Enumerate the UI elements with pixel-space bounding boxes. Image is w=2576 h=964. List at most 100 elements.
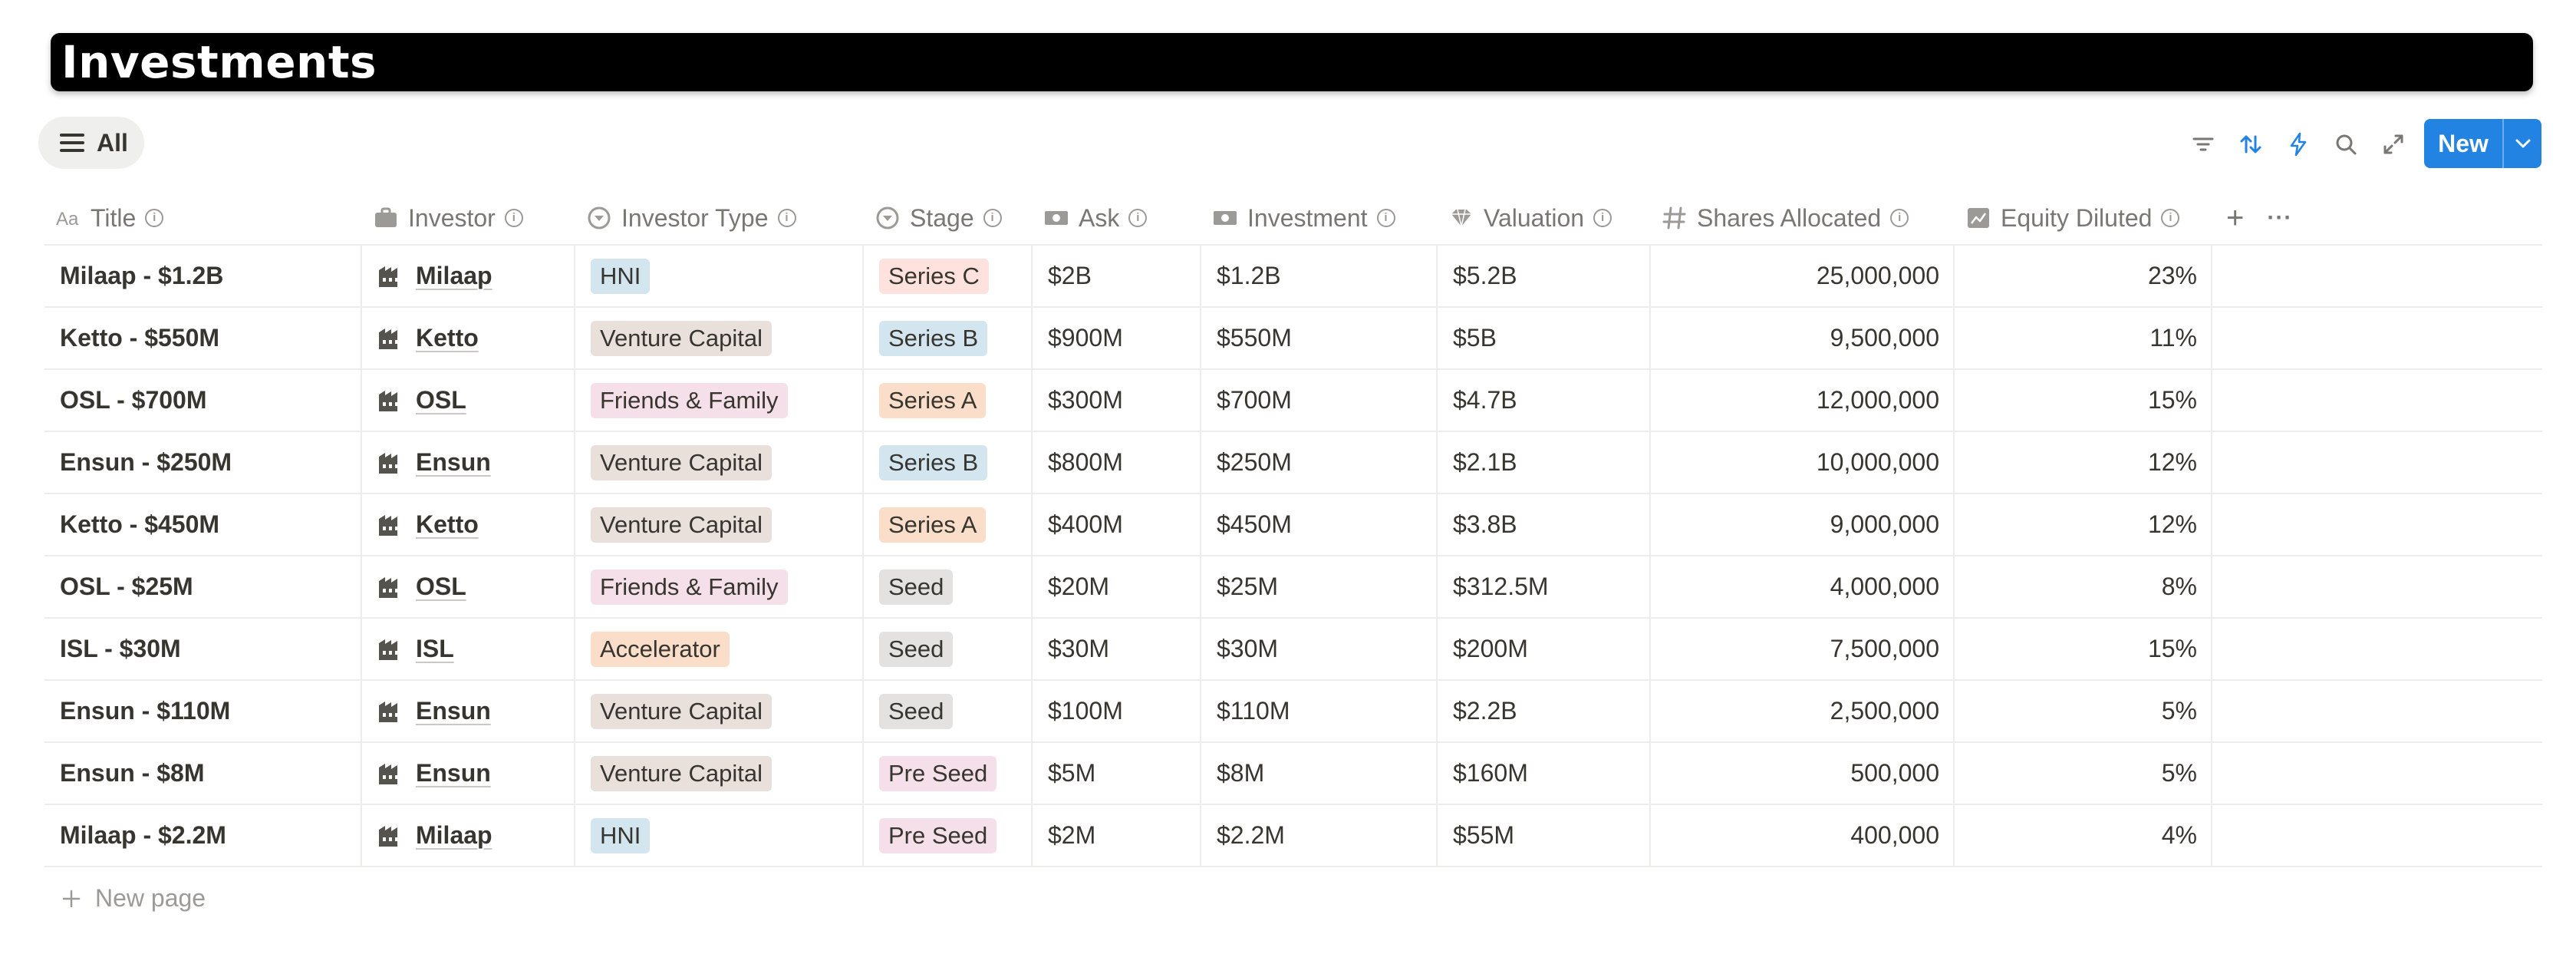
cell-ask[interactable]: $2B <box>1033 246 1201 306</box>
cell-title[interactable]: ISL - $30M <box>44 619 362 679</box>
cell-investor-type[interactable]: Friends & Family <box>575 370 864 431</box>
cell-investor[interactable]: Milaap <box>362 246 575 306</box>
info-icon[interactable]: i <box>504 209 523 227</box>
table-row[interactable]: Milaap - $1.2B Milaap HNI Series C $2B $1.2B $… <box>44 246 2542 308</box>
col-header-ask[interactable]: Ask i <box>1033 190 1201 246</box>
cell-investor[interactable]: ISL <box>362 619 575 679</box>
cell-ask[interactable]: $30M <box>1033 619 1201 679</box>
cell-valuation[interactable]: $160M <box>1438 743 1651 804</box>
cell-ask[interactable]: $800M <box>1033 432 1201 493</box>
cell-stage[interactable]: Seed <box>864 681 1033 741</box>
cell-investment[interactable]: $8M <box>1201 743 1438 804</box>
investor-link[interactable]: Ensun <box>416 448 491 476</box>
chevron-down-icon[interactable] <box>2504 119 2541 168</box>
cell-investor-type[interactable]: Accelerator <box>575 619 864 679</box>
table-row[interactable]: OSL - $25M OSL Friends & Family Seed $20M $25… <box>44 556 2542 619</box>
cell-investor-type[interactable]: Venture Capital <box>575 308 864 368</box>
cell-title[interactable]: OSL - $700M <box>44 370 362 431</box>
cell-investor-type[interactable]: HNI <box>575 246 864 306</box>
cell-investment[interactable]: $550M <box>1201 308 1438 368</box>
cell-stage[interactable]: Series B <box>864 308 1033 368</box>
cell-investor-type[interactable]: Friends & Family <box>575 556 864 617</box>
table-row[interactable]: Ensun - $8M Ensun Venture Capital Pre Seed $… <box>44 743 2542 805</box>
more-options-icon[interactable]: ··· <box>2267 205 2293 230</box>
cell-shares[interactable]: 10,000,000 <box>1651 432 1955 493</box>
info-icon[interactable]: i <box>1890 209 1909 227</box>
cell-title[interactable]: Ensun - $8M <box>44 743 362 804</box>
cell-shares[interactable]: 2,500,000 <box>1651 681 1955 741</box>
col-header-valuation[interactable]: Valuation i <box>1438 190 1651 246</box>
cell-shares[interactable]: 9,000,000 <box>1651 494 1955 555</box>
cell-investor-type[interactable]: HNI <box>575 805 864 866</box>
cell-equity[interactable]: 12% <box>1955 432 2212 493</box>
cell-investment[interactable]: $2.2M <box>1201 805 1438 866</box>
cell-investor-type[interactable]: Venture Capital <box>575 743 864 804</box>
investor-link[interactable]: Milaap <box>416 262 492 289</box>
cell-investor[interactable]: Ensun <box>362 432 575 493</box>
filter-icon[interactable] <box>2182 120 2225 169</box>
info-icon[interactable]: i <box>983 209 1002 227</box>
table-row[interactable]: Ketto - $450M Ketto Venture Capital Series … <box>44 494 2542 556</box>
cell-valuation[interactable]: $5.2B <box>1438 246 1651 306</box>
cell-equity[interactable]: 8% <box>1955 556 2212 617</box>
investor-link[interactable]: Ketto <box>416 324 479 352</box>
col-header-investment[interactable]: Investment i <box>1201 190 1438 246</box>
cell-valuation[interactable]: $2.2B <box>1438 681 1651 741</box>
info-icon[interactable]: i <box>777 209 796 227</box>
cell-equity[interactable]: 12% <box>1955 494 2212 555</box>
col-header-investor[interactable]: Investor i <box>362 190 575 246</box>
cell-equity[interactable]: 23% <box>1955 246 2212 306</box>
cell-valuation[interactable]: $200M <box>1438 619 1651 679</box>
cell-title[interactable]: Milaap - $1.2B <box>44 246 362 306</box>
cell-investor[interactable]: OSL <box>362 556 575 617</box>
investor-link[interactable]: ISL <box>416 635 454 662</box>
cell-shares[interactable]: 500,000 <box>1651 743 1955 804</box>
cell-title[interactable]: Ensun - $250M <box>44 432 362 493</box>
cell-equity[interactable]: 15% <box>1955 370 2212 431</box>
cell-stage[interactable]: Series A <box>864 370 1033 431</box>
cell-valuation[interactable]: $312.5M <box>1438 556 1651 617</box>
automation-icon[interactable] <box>2277 120 2320 169</box>
cell-equity[interactable]: 4% <box>1955 805 2212 866</box>
cell-ask[interactable]: $300M <box>1033 370 1201 431</box>
cell-investor[interactable]: OSL <box>362 370 575 431</box>
cell-investment[interactable]: $25M <box>1201 556 1438 617</box>
table-row[interactable]: ISL - $30M ISL Accelerator Seed $30M $30M $200… <box>44 619 2542 681</box>
cell-ask[interactable]: $100M <box>1033 681 1201 741</box>
cell-equity[interactable]: 11% <box>1955 308 2212 368</box>
table-row[interactable]: Milaap - $2.2M Milaap HNI Pre Seed $2M $2.2M $… <box>44 805 2542 867</box>
cell-shares[interactable]: 4,000,000 <box>1651 556 1955 617</box>
info-icon[interactable]: i <box>1376 209 1395 227</box>
cell-title[interactable]: Milaap - $2.2M <box>44 805 362 866</box>
cell-investment[interactable]: $110M <box>1201 681 1438 741</box>
search-icon[interactable] <box>2324 120 2367 169</box>
cell-investor-type[interactable]: Venture Capital <box>575 681 864 741</box>
cell-equity[interactable]: 5% <box>1955 681 2212 741</box>
sort-icon[interactable] <box>2229 120 2272 169</box>
new-page-button[interactable]: New page <box>61 884 206 913</box>
view-tab-all[interactable]: All <box>38 117 144 169</box>
cell-shares[interactable]: 400,000 <box>1651 805 1955 866</box>
cell-valuation[interactable]: $2.1B <box>1438 432 1651 493</box>
investor-link[interactable]: OSL <box>416 386 466 414</box>
col-header-title[interactable]: Aa Title i <box>44 190 362 246</box>
cell-investor-type[interactable]: Venture Capital <box>575 432 864 493</box>
cell-shares[interactable]: 9,500,000 <box>1651 308 1955 368</box>
investor-link[interactable]: Ensun <box>416 697 491 725</box>
table-row[interactable]: OSL - $700M OSL Friends & Family Series A $3… <box>44 370 2542 432</box>
info-icon[interactable]: i <box>1593 209 1612 227</box>
cell-investor[interactable]: Ensun <box>362 743 575 804</box>
cell-investment[interactable]: $700M <box>1201 370 1438 431</box>
cell-title[interactable]: Ensun - $110M <box>44 681 362 741</box>
info-icon[interactable]: i <box>1128 209 1148 227</box>
cell-investment[interactable]: $250M <box>1201 432 1438 493</box>
col-header-equity[interactable]: Equity Diluted i <box>1955 190 2212 246</box>
cell-stage[interactable]: Series A <box>864 494 1033 555</box>
new-button-label[interactable]: New <box>2438 129 2489 157</box>
info-icon[interactable]: i <box>2161 209 2180 227</box>
cell-title[interactable]: Ketto - $450M <box>44 494 362 555</box>
investor-link[interactable]: Ketto <box>416 510 479 538</box>
cell-investment[interactable]: $450M <box>1201 494 1438 555</box>
cell-equity[interactable]: 15% <box>1955 619 2212 679</box>
cell-title[interactable]: Ketto - $550M <box>44 308 362 368</box>
